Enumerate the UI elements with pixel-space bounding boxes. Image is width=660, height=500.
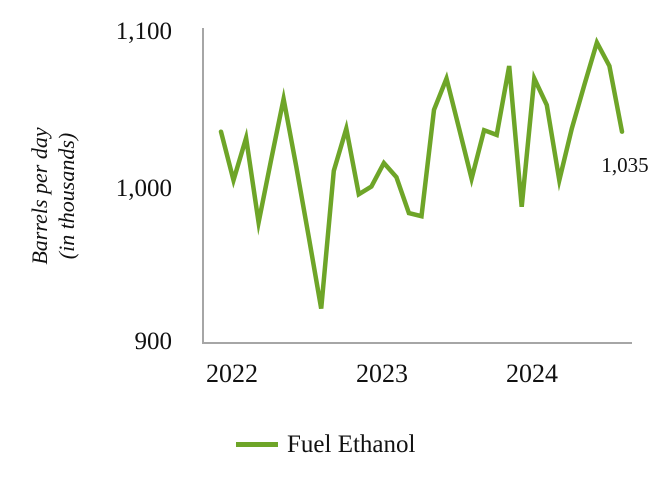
y-axis-line xyxy=(202,28,204,344)
legend-line-swatch xyxy=(236,442,278,447)
x-tick-2024: 2024 xyxy=(506,359,558,388)
y-tick-900: 900 xyxy=(134,328,173,355)
legend-label: Fuel Ethanol xyxy=(287,431,416,458)
x-tick-2023: 2023 xyxy=(356,359,408,388)
last-point-data-label: 1,035 xyxy=(601,153,649,177)
fuel-ethanol-line xyxy=(218,36,625,309)
y-tick-1000: 1,000 xyxy=(115,175,172,202)
x-tick-2022: 2022 xyxy=(206,359,258,388)
y-tick-1100: 1,100 xyxy=(115,18,172,45)
x-axis-line xyxy=(202,342,632,344)
y-axis-title-line1: Barrels per day xyxy=(27,127,52,265)
